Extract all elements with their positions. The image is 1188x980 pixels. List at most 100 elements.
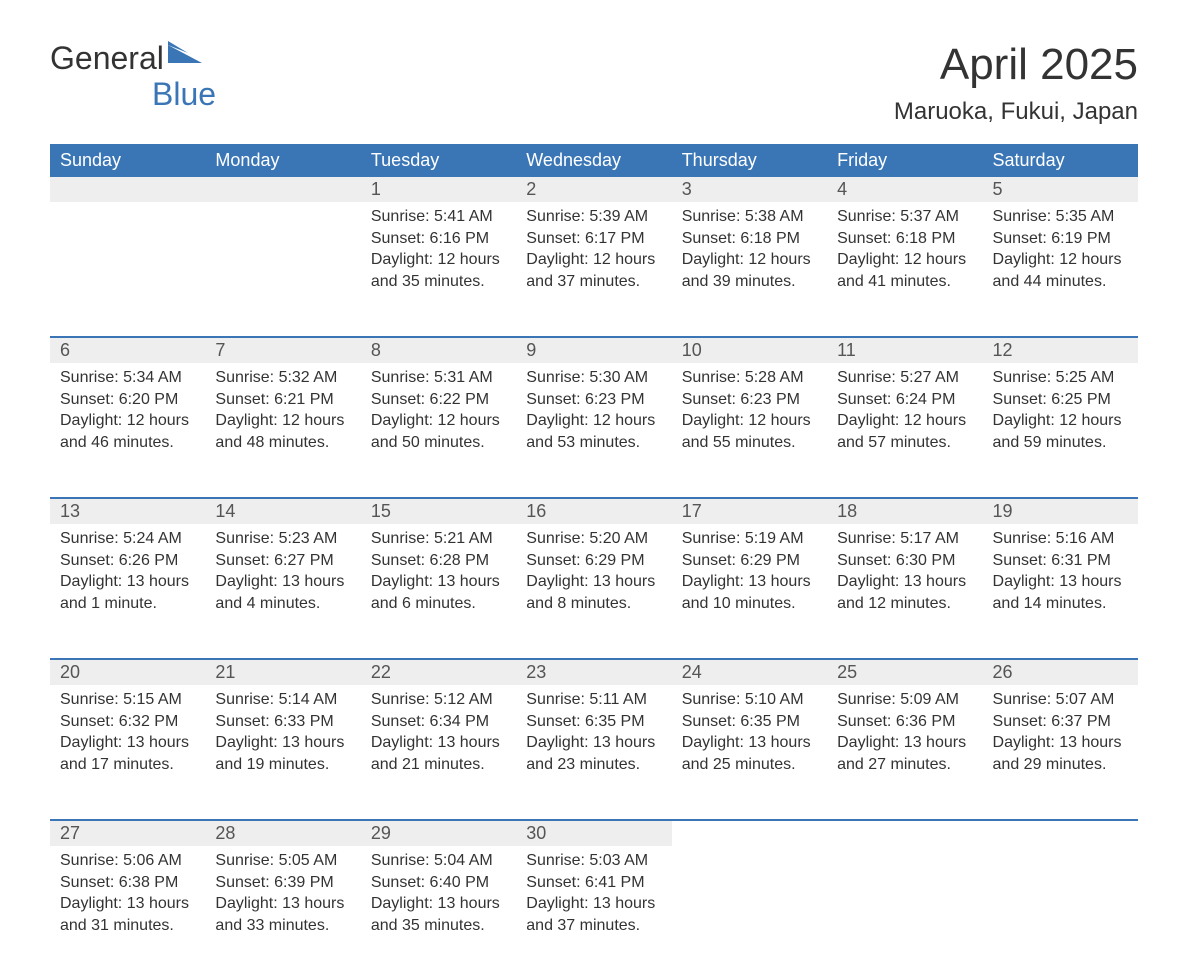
day-number-cell <box>983 820 1138 846</box>
details-row: Sunrise: 5:34 AMSunset: 6:20 PMDaylight:… <box>50 363 1138 498</box>
daylight-text: Daylight: 13 hours and 23 minutes. <box>526 732 661 775</box>
sunrise-text: Sunrise: 5:15 AM <box>60 689 195 711</box>
sunset-text: Sunset: 6:28 PM <box>371 550 506 572</box>
day-details-cell: Sunrise: 5:19 AMSunset: 6:29 PMDaylight:… <box>672 524 827 659</box>
sunrise-text: Sunrise: 5:19 AM <box>682 528 817 550</box>
sunset-text: Sunset: 6:34 PM <box>371 711 506 733</box>
day-details-cell: Sunrise: 5:39 AMSunset: 6:17 PMDaylight:… <box>516 202 671 337</box>
sunset-text: Sunset: 6:36 PM <box>837 711 972 733</box>
daylight-text: Daylight: 12 hours and 50 minutes. <box>371 410 506 453</box>
sunrise-text: Sunrise: 5:32 AM <box>215 367 350 389</box>
sunrise-text: Sunrise: 5:14 AM <box>215 689 350 711</box>
day-details-cell: Sunrise: 5:41 AMSunset: 6:16 PMDaylight:… <box>361 202 516 337</box>
sunset-text: Sunset: 6:21 PM <box>215 389 350 411</box>
sunrise-text: Sunrise: 5:24 AM <box>60 528 195 550</box>
day-details-cell: Sunrise: 5:27 AMSunset: 6:24 PMDaylight:… <box>827 363 982 498</box>
daylight-text: Daylight: 13 hours and 4 minutes. <box>215 571 350 614</box>
sunset-text: Sunset: 6:29 PM <box>682 550 817 572</box>
sunset-text: Sunset: 6:22 PM <box>371 389 506 411</box>
daylight-text: Daylight: 12 hours and 59 minutes. <box>993 410 1128 453</box>
sunset-text: Sunset: 6:18 PM <box>837 228 972 250</box>
sunrise-text: Sunrise: 5:38 AM <box>682 206 817 228</box>
day-details-cell: Sunrise: 5:28 AMSunset: 6:23 PMDaylight:… <box>672 363 827 498</box>
day-number-cell: 13 <box>50 498 205 524</box>
daylight-text: Daylight: 13 hours and 31 minutes. <box>60 893 195 936</box>
day-details-cell: Sunrise: 5:38 AMSunset: 6:18 PMDaylight:… <box>672 202 827 337</box>
sunrise-text: Sunrise: 5:09 AM <box>837 689 972 711</box>
day-number-cell: 12 <box>983 337 1138 363</box>
daylight-text: Daylight: 13 hours and 6 minutes. <box>371 571 506 614</box>
day-details-cell: Sunrise: 5:17 AMSunset: 6:30 PMDaylight:… <box>827 524 982 659</box>
sunset-text: Sunset: 6:23 PM <box>682 389 817 411</box>
day-number-cell: 8 <box>361 337 516 363</box>
day-details-cell: Sunrise: 5:11 AMSunset: 6:35 PMDaylight:… <box>516 685 671 820</box>
day-details-cell: Sunrise: 5:12 AMSunset: 6:34 PMDaylight:… <box>361 685 516 820</box>
daylight-text: Daylight: 13 hours and 14 minutes. <box>993 571 1128 614</box>
day-number-cell: 22 <box>361 659 516 685</box>
day-header: Saturday <box>983 144 1138 177</box>
day-header-row: Sunday Monday Tuesday Wednesday Thursday… <box>50 144 1138 177</box>
day-details-cell: Sunrise: 5:15 AMSunset: 6:32 PMDaylight:… <box>50 685 205 820</box>
sunrise-text: Sunrise: 5:17 AM <box>837 528 972 550</box>
day-details-cell: Sunrise: 5:34 AMSunset: 6:20 PMDaylight:… <box>50 363 205 498</box>
day-number-cell <box>672 820 827 846</box>
sunset-text: Sunset: 6:32 PM <box>60 711 195 733</box>
logo-text-blue: Blue <box>152 76 216 113</box>
day-details-cell: Sunrise: 5:35 AMSunset: 6:19 PMDaylight:… <box>983 202 1138 337</box>
daylight-text: Daylight: 12 hours and 44 minutes. <box>993 249 1128 292</box>
daylight-text: Daylight: 13 hours and 37 minutes. <box>526 893 661 936</box>
day-header: Monday <box>205 144 360 177</box>
logo-text-general: General <box>50 40 164 77</box>
daylight-text: Daylight: 13 hours and 10 minutes. <box>682 571 817 614</box>
day-number-cell <box>827 820 982 846</box>
logo: General Blue <box>50 40 202 77</box>
sunset-text: Sunset: 6:18 PM <box>682 228 817 250</box>
day-details-cell: Sunrise: 5:06 AMSunset: 6:38 PMDaylight:… <box>50 846 205 980</box>
sunset-text: Sunset: 6:25 PM <box>993 389 1128 411</box>
day-header: Sunday <box>50 144 205 177</box>
daylight-text: Daylight: 12 hours and 37 minutes. <box>526 249 661 292</box>
sunset-text: Sunset: 6:38 PM <box>60 872 195 894</box>
sunrise-text: Sunrise: 5:28 AM <box>682 367 817 389</box>
daylight-text: Daylight: 13 hours and 27 minutes. <box>837 732 972 775</box>
logo-flag-icon <box>168 41 202 63</box>
day-number-cell: 3 <box>672 177 827 202</box>
day-details-cell: Sunrise: 5:21 AMSunset: 6:28 PMDaylight:… <box>361 524 516 659</box>
day-details-cell: Sunrise: 5:09 AMSunset: 6:36 PMDaylight:… <box>827 685 982 820</box>
day-number-cell: 17 <box>672 498 827 524</box>
sunset-text: Sunset: 6:35 PM <box>682 711 817 733</box>
day-number-cell: 26 <box>983 659 1138 685</box>
day-number-cell: 4 <box>827 177 982 202</box>
day-details-cell: Sunrise: 5:03 AMSunset: 6:41 PMDaylight:… <box>516 846 671 980</box>
details-row: Sunrise: 5:24 AMSunset: 6:26 PMDaylight:… <box>50 524 1138 659</box>
day-details-cell: Sunrise: 5:14 AMSunset: 6:33 PMDaylight:… <box>205 685 360 820</box>
day-number-cell: 19 <box>983 498 1138 524</box>
day-number-cell <box>205 177 360 202</box>
day-number-cell: 15 <box>361 498 516 524</box>
day-number-cell: 25 <box>827 659 982 685</box>
daylight-text: Daylight: 12 hours and 48 minutes. <box>215 410 350 453</box>
day-number-cell <box>50 177 205 202</box>
sunset-text: Sunset: 6:33 PM <box>215 711 350 733</box>
sunset-text: Sunset: 6:35 PM <box>526 711 661 733</box>
sunrise-text: Sunrise: 5:16 AM <box>993 528 1128 550</box>
sunrise-text: Sunrise: 5:07 AM <box>993 689 1128 711</box>
day-number-cell: 14 <box>205 498 360 524</box>
day-number-cell: 1 <box>361 177 516 202</box>
header: General Blue April 2025 Maruoka, Fukui, … <box>50 40 1138 126</box>
day-details-cell: Sunrise: 5:10 AMSunset: 6:35 PMDaylight:… <box>672 685 827 820</box>
details-row: Sunrise: 5:06 AMSunset: 6:38 PMDaylight:… <box>50 846 1138 980</box>
day-details-cell: Sunrise: 5:37 AMSunset: 6:18 PMDaylight:… <box>827 202 982 337</box>
sunrise-text: Sunrise: 5:11 AM <box>526 689 661 711</box>
details-row: Sunrise: 5:41 AMSunset: 6:16 PMDaylight:… <box>50 202 1138 337</box>
sunrise-text: Sunrise: 5:41 AM <box>371 206 506 228</box>
daynum-row: 6789101112 <box>50 337 1138 363</box>
daylight-text: Daylight: 12 hours and 39 minutes. <box>682 249 817 292</box>
daylight-text: Daylight: 13 hours and 17 minutes. <box>60 732 195 775</box>
day-details-cell <box>205 202 360 337</box>
day-header: Wednesday <box>516 144 671 177</box>
day-number-cell: 7 <box>205 337 360 363</box>
daylight-text: Daylight: 12 hours and 57 minutes. <box>837 410 972 453</box>
day-details-cell: Sunrise: 5:05 AMSunset: 6:39 PMDaylight:… <box>205 846 360 980</box>
day-details-cell: Sunrise: 5:30 AMSunset: 6:23 PMDaylight:… <box>516 363 671 498</box>
